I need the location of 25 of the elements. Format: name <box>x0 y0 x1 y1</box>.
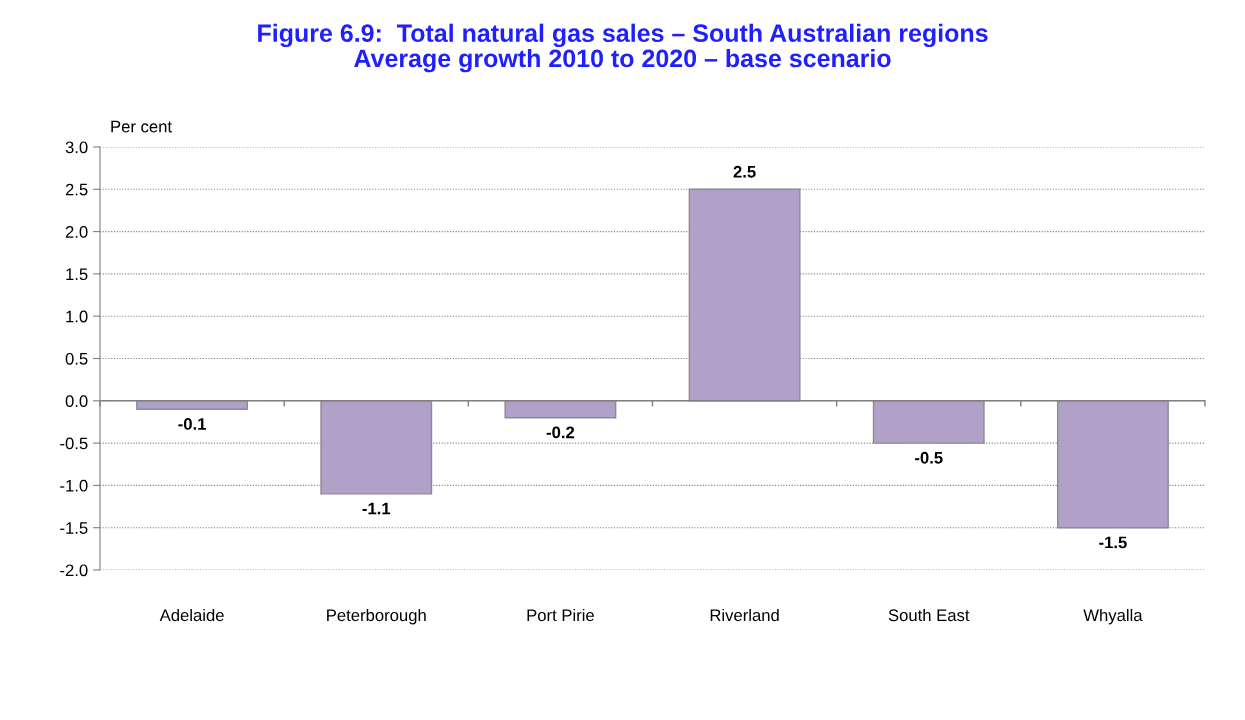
y-axis-title: Per cent <box>111 120 172 133</box>
x-tick-label: Port Pirie <box>527 608 594 622</box>
y-tick-label: 1.5 <box>66 268 88 281</box>
data-label: -1.5 <box>1099 536 1127 549</box>
x-tick-label: Riverland <box>710 608 779 622</box>
y-tick-label: 0.0 <box>65 395 88 407</box>
x-tick-label: Adelaide <box>159 608 224 622</box>
x-tick-label: Peterborough <box>327 608 426 625</box>
x-tick-label: South East <box>888 608 970 622</box>
y-tick-label: -2.0 <box>60 564 88 577</box>
y-tick-label: 3.0 <box>65 141 88 154</box>
y-tick-label: 1.0 <box>66 310 88 323</box>
y-tick-label: 2.0 <box>65 226 88 238</box>
data-label: 2.5 <box>733 165 756 178</box>
y-tick-label: 0.5 <box>65 352 88 365</box>
data-label: -0.2 <box>546 426 575 439</box>
y-tick-label: -1.5 <box>60 522 88 534</box>
y-tick-label: 2.5 <box>65 183 88 196</box>
y-tick-label: -1.0 <box>60 479 88 492</box>
x-tick-label: Whyalla <box>1083 608 1143 625</box>
data-label: -1.1 <box>362 502 391 515</box>
data-label: -0.5 <box>915 451 943 464</box>
chart-title: Figure 6.9: Total natural gas sales – South Australian regions Average growth 2010 to 2020 – base scenario <box>258 23 988 73</box>
y-tick-label: -0.5 <box>60 437 88 450</box>
data-label: -0.1 <box>178 418 206 430</box>
